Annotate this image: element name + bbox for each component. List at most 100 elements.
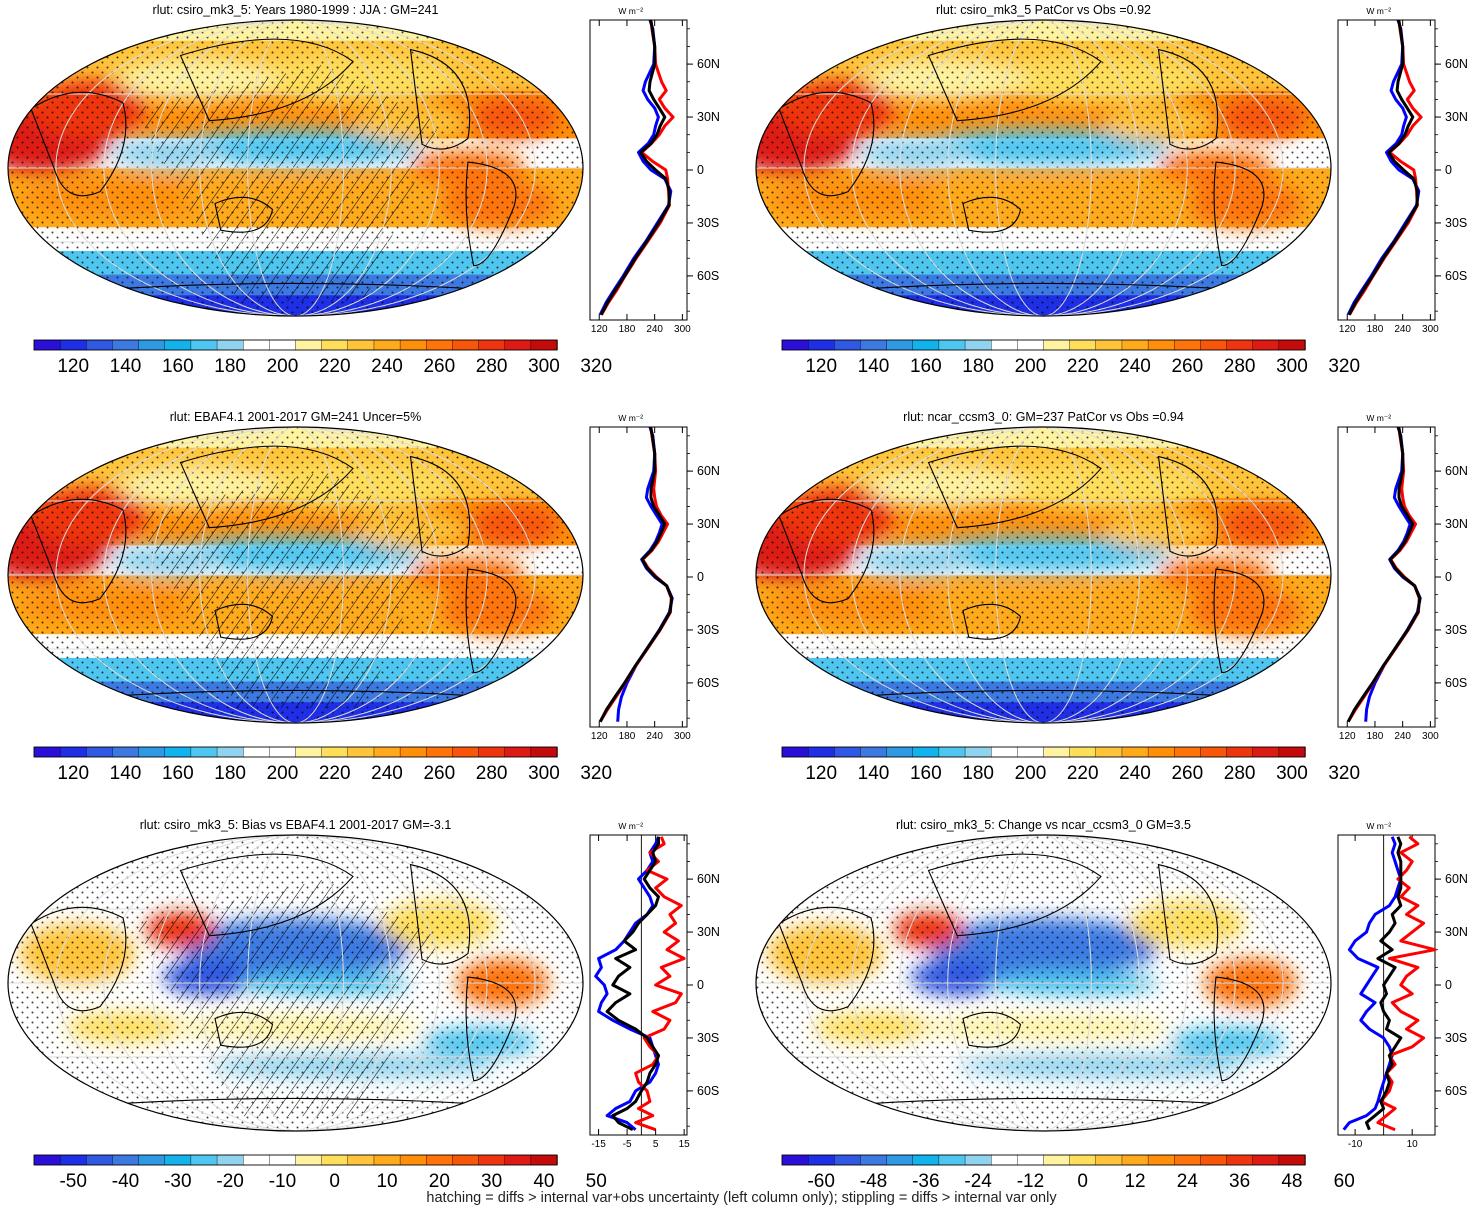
colorbar-tick-label: -60: [807, 1171, 834, 1192]
colorbar-tick-label: -24: [964, 1171, 992, 1192]
panel-title: rlut: ncar_ccsm3_0: GM=237 PatCor vs Obs…: [903, 410, 1184, 424]
colorbar-tick-label: 320: [580, 356, 612, 377]
colorbar-tick-label: 60: [1334, 1171, 1355, 1192]
colorbar: -50 -40 -30 -20 -10 0 10 20 30 40 50: [33, 1154, 607, 1192]
colorbar-swatch: [347, 1154, 375, 1166]
series-ref-line: [605, 836, 660, 1132]
colorbar-tick-label: 220: [1067, 763, 1099, 784]
colorbar-tick-label: 200: [267, 763, 299, 784]
colorbar-tick-label: 200: [267, 356, 299, 377]
colorbar-swatch: [834, 1154, 862, 1166]
zonal-frame: [589, 834, 688, 1136]
panel-obs-abs: rlut: EBAF4.1 2001-2017 GM=241 Uncer=5% 1…: [7, 410, 720, 784]
lat-label: 60S: [1445, 676, 1467, 690]
colorbar-tick-label: 30: [481, 1171, 502, 1192]
colorbar-swatch: [834, 746, 862, 758]
colorbar-tick-label: 120: [805, 356, 837, 377]
colorbar-swatch: [781, 339, 809, 351]
colorbar-swatch: [530, 1154, 558, 1166]
colorbar-swatch: [190, 1154, 218, 1166]
lat-label: 60N: [1445, 872, 1468, 886]
colorbar-swatch: [938, 1154, 966, 1166]
colorbar-swatch: [112, 339, 140, 351]
colorbar-swatch: [860, 746, 888, 758]
colorbar-swatch: [295, 746, 323, 758]
colorbar-swatch: [504, 1154, 532, 1166]
lat-label: 60S: [697, 676, 719, 690]
map: [8, 20, 583, 316]
lat-label: 60S: [1445, 1084, 1467, 1098]
colorbar-swatch: [1226, 339, 1254, 351]
colorbar-swatch: [1147, 746, 1175, 758]
colorbar-swatch: [242, 339, 271, 351]
colorbar-swatch: [478, 339, 506, 351]
colorbar-swatch: [781, 746, 809, 758]
colorbar-swatch: [1017, 1154, 1045, 1166]
colorbar-swatch: [164, 1154, 192, 1166]
zonal-frame: [589, 426, 688, 728]
colorbar-swatch: [1226, 746, 1254, 758]
lat-label: 0: [1445, 163, 1452, 177]
colorbar-swatch: [399, 339, 427, 351]
zonal-mean-plot: W m⁻² -10 10 60N 30N 0 30S 60S: [1337, 821, 1468, 1150]
colorbar: -60 -48 -36 -24 -12 0 12 24 36 48 60: [781, 1154, 1355, 1192]
colorbar-swatch: [991, 1154, 1019, 1166]
colorbar-tick-label: 320: [1328, 356, 1360, 377]
lat-label: 0: [1445, 570, 1452, 584]
zonal-mean-plot: W m⁻² 120 180 240 300 60N 30N 0 30S 60S: [589, 6, 720, 335]
colorbar-swatch: [781, 1154, 809, 1166]
colorbar-swatch: [1200, 746, 1228, 758]
colorbar-tick-label: 140: [858, 356, 890, 377]
colorbar-swatch: [807, 339, 836, 351]
colorbar-swatch: [1043, 339, 1071, 351]
colorbar-swatch: [912, 339, 940, 351]
colorbar-tick-label: 0: [1077, 1171, 1088, 1192]
colorbar-tick-label: 140: [110, 356, 142, 377]
colorbar-swatch: [59, 1154, 88, 1166]
zonal-tick-label: 300: [674, 731, 691, 742]
lat-label: 30S: [1445, 216, 1467, 230]
zonal-tick-label: 300: [674, 324, 691, 335]
colorbar-tick-label: 180: [962, 356, 994, 377]
colorbar-tick-label: 240: [1119, 763, 1151, 784]
colorbar-swatch: [164, 746, 192, 758]
colorbar-swatch: [1043, 746, 1071, 758]
colorbar-swatch: [1147, 1154, 1175, 1166]
colorbar-swatch: [478, 1154, 506, 1166]
panel-title: rlut: csiro_mk3_5: Years 1980-1999 : JJA…: [153, 3, 439, 17]
colorbar-swatch: [33, 1154, 61, 1166]
colorbar-swatch: [426, 746, 454, 758]
zonal-tick-label: 240: [1394, 731, 1411, 742]
colorbar-swatch: [295, 339, 323, 351]
zonal-mean-plot: W m⁻² 120 180 240 300 60N 30N 0 30S 60S: [589, 413, 720, 742]
panel-model-abs: rlut: csiro_mk3_5: Years 1980-1999 : JJA…: [7, 3, 720, 377]
series-ref-line: [598, 426, 674, 723]
colorbar-swatch: [478, 746, 506, 758]
map-outline: [755, 19, 1332, 317]
colorbar-swatch: [373, 746, 401, 758]
lat-label: 30N: [697, 517, 720, 531]
series-obs-line: [1376, 835, 1437, 1132]
colorbar-tick-label: 300: [528, 356, 560, 377]
lat-label: 30N: [1445, 925, 1468, 939]
colorbar-swatch: [1252, 339, 1280, 351]
map: [756, 835, 1331, 1131]
colorbar-tick-label: 240: [1119, 356, 1151, 377]
zonal-tick-label: 5: [653, 1139, 659, 1150]
colorbar-swatch: [1200, 339, 1228, 351]
colorbar-tick-label: 260: [423, 763, 455, 784]
lat-label: 60S: [697, 269, 719, 283]
colorbar-swatch: [1069, 339, 1097, 351]
colorbar-swatch: [138, 339, 166, 351]
colorbar-tick-label: 140: [858, 763, 890, 784]
colorbar-swatch: [530, 339, 558, 351]
zonal-tick-label: -5: [623, 1139, 632, 1150]
lat-label: 30N: [697, 110, 720, 124]
colorbar-swatch: [216, 339, 244, 351]
colorbar-swatch: [33, 339, 61, 351]
panel-model2-abs: rlut: ncar_ccsm3_0: GM=237 PatCor vs Obs…: [755, 410, 1468, 784]
zonal-frame: [589, 19, 688, 321]
zonal-tick-label: 15: [679, 1139, 691, 1150]
colorbar-swatch: [1278, 339, 1306, 351]
colorbar-swatch: [1069, 746, 1097, 758]
